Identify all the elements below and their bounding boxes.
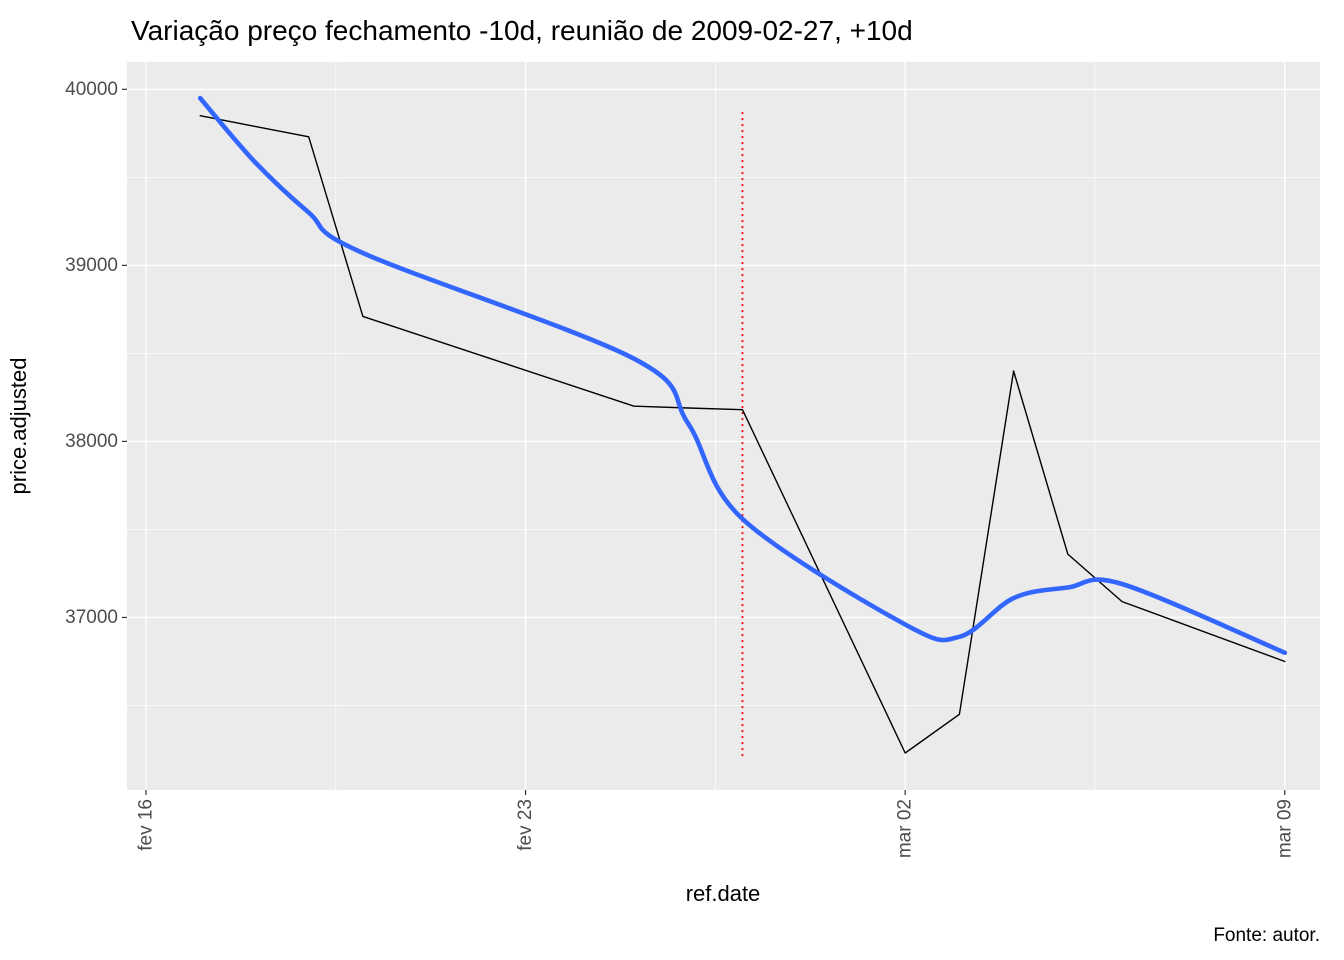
y-tick-label: 38000 [65,431,118,452]
y-tick-label: 37000 [65,607,118,628]
x-tick-label: mar 02 [895,799,916,858]
x-tick-label: mar 09 [1274,799,1295,858]
plot-title: Variação preço fechamento -10d, reunião … [131,15,913,46]
chart-layers: 37000 38000 39000 40000 fev 16 fev 23 mar 02 ma… [65,62,1320,858]
series-line-price-adjusted [199,115,1286,754]
series-line-loess-smooth [197,95,1288,655]
x-axis-title: ref.date [686,881,761,906]
panel-background [127,62,1320,790]
x-tick-label: fev 16 [135,799,156,851]
y-tick-label: 39000 [65,255,118,276]
x-tick-label: fev 23 [515,799,536,851]
y-tick-label: 40000 [65,79,118,100]
caption: Fonte: autor. [1213,925,1320,946]
y-axis-title: price.adjusted [6,358,31,495]
